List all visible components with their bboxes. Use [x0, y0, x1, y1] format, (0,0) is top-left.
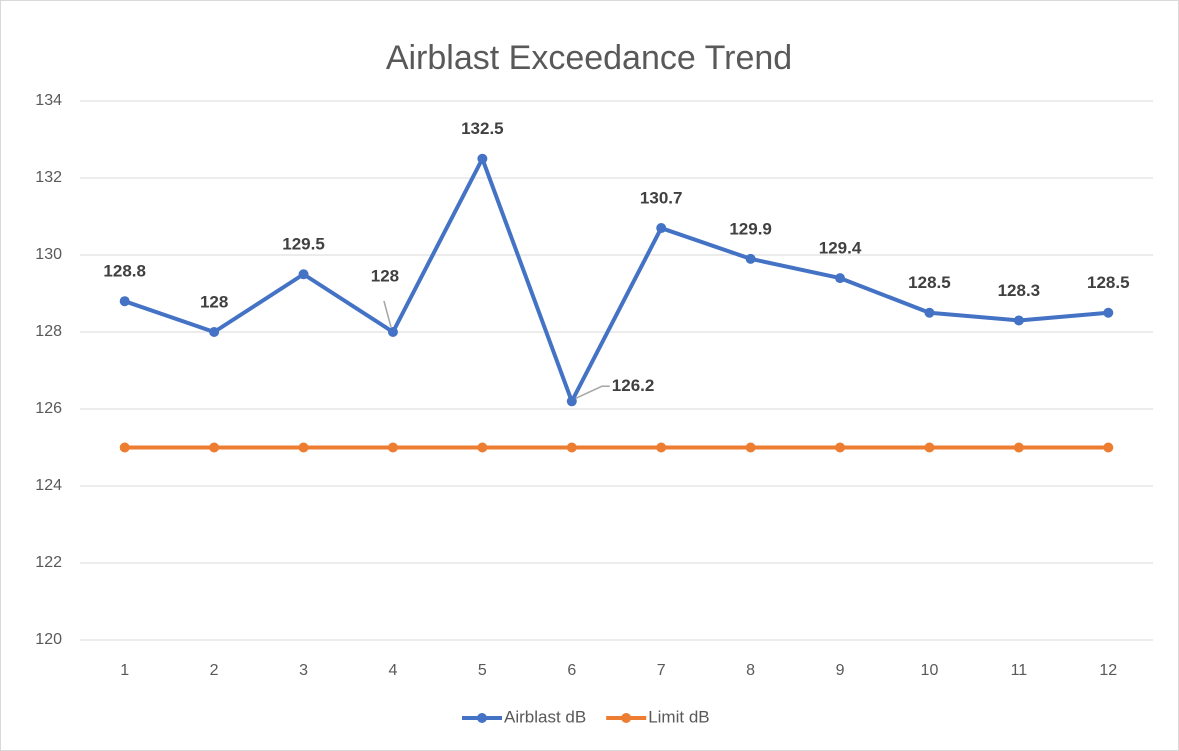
- y-tick-label: 124: [35, 477, 62, 494]
- data-label: 129.9: [729, 219, 772, 238]
- data-label: 132.5: [461, 119, 504, 138]
- x-tick-label: 9: [836, 662, 845, 679]
- point-marker: [656, 442, 667, 453]
- point-marker: [745, 442, 756, 453]
- leader-line: [383, 300, 392, 328]
- chart-title: Airblast Exceedance Trend: [386, 39, 792, 77]
- data-label: 128.8: [103, 262, 146, 281]
- data-label: 128: [200, 292, 228, 311]
- x-tick-label: 8: [746, 662, 755, 679]
- point-marker: [1013, 315, 1024, 326]
- point-marker: [119, 442, 130, 453]
- legend: Airblast dB Limit dB: [462, 707, 710, 726]
- point-marker: [298, 269, 309, 280]
- x-tick-label: 11: [1011, 662, 1028, 679]
- point-marker: [566, 396, 577, 407]
- legend-marker: [477, 713, 487, 723]
- y-tick-label: 130: [35, 246, 62, 263]
- legend-marker: [621, 713, 632, 723]
- point-marker: [119, 296, 130, 307]
- point-marker: [1013, 442, 1024, 453]
- x-tick-label: 2: [210, 662, 219, 679]
- point-marker: [835, 442, 846, 453]
- series-line: [124, 156, 1109, 404]
- point-marker: [209, 327, 220, 337]
- x-tick-label: 3: [299, 662, 308, 679]
- data-label: 128.5: [1087, 273, 1130, 292]
- data-label: 128: [371, 266, 399, 285]
- point-marker: [1103, 442, 1114, 453]
- point-marker: [387, 442, 398, 453]
- x-tick-label: 10: [921, 662, 939, 679]
- data-label: 126.2: [612, 376, 655, 395]
- point-marker: [387, 327, 398, 337]
- y-tick-label: 134: [35, 92, 62, 109]
- point-marker: [656, 223, 667, 234]
- y-tick-label: 132: [35, 169, 62, 186]
- x-tick-label: 5: [478, 662, 487, 679]
- y-tick-label: 126: [35, 400, 62, 417]
- data-label: 128.5: [908, 273, 951, 292]
- point-marker: [745, 253, 756, 264]
- point-marker: [209, 442, 220, 453]
- point-marker: [477, 442, 488, 453]
- data-label: 129.5: [282, 235, 325, 254]
- data-label: 130.7: [640, 189, 683, 208]
- data-label: 129.4: [819, 239, 862, 258]
- x-tick-label: 12: [1099, 662, 1117, 679]
- point-marker: [298, 442, 309, 453]
- y-tick-label: 128: [35, 323, 62, 340]
- x-tick-label: 4: [389, 662, 398, 679]
- point-marker: [835, 273, 846, 284]
- x-tick-label: 1: [120, 662, 129, 679]
- point-marker: [1103, 307, 1114, 318]
- legend-label: Airblast dB: [504, 707, 586, 726]
- point-marker: [566, 442, 577, 453]
- data-label: 128.3: [998, 281, 1041, 300]
- leader-line: [575, 385, 610, 399]
- y-tick-label: 122: [35, 554, 62, 571]
- point-marker: [477, 153, 488, 164]
- point-marker: [924, 307, 935, 318]
- point-marker: [924, 442, 935, 453]
- x-tick-label: 6: [567, 662, 576, 679]
- x-tick-label: 7: [657, 662, 666, 679]
- legend-label: Limit dB: [648, 707, 709, 726]
- y-tick-label: 120: [35, 631, 62, 648]
